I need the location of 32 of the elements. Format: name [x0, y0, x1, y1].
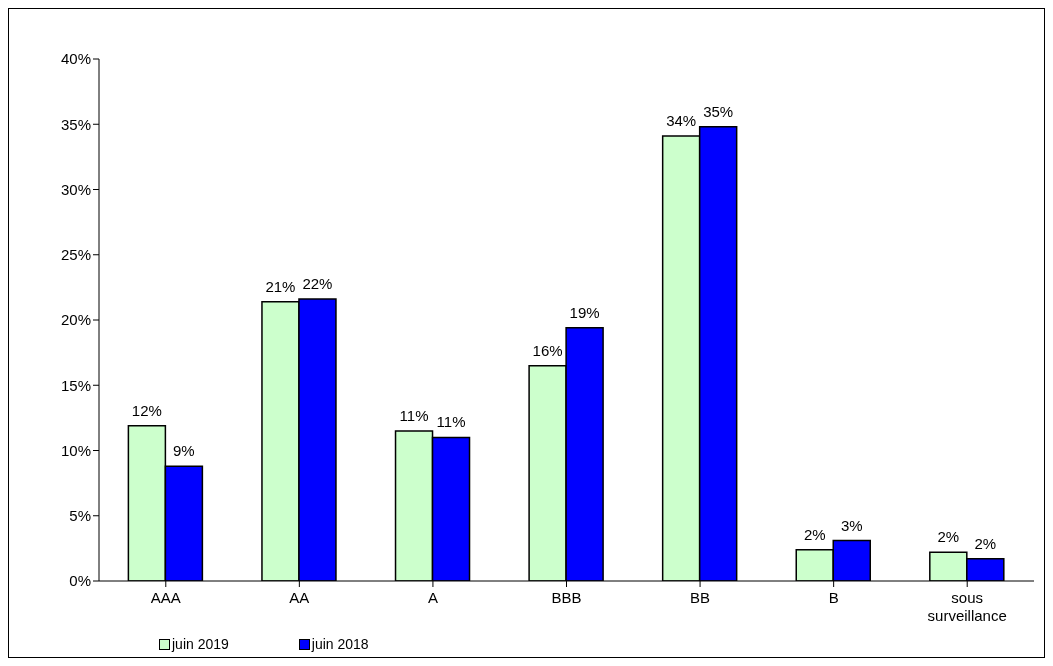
data-label: 16% [532, 341, 563, 359]
data-label: 19% [569, 303, 600, 321]
data-label: 9% [173, 442, 195, 460]
x-tick-label: AA [289, 589, 310, 606]
legend-label: juin 2019 [170, 636, 229, 652]
data-label: 3% [840, 516, 863, 534]
y-tick-label: 30% [60, 180, 91, 198]
x-tick-label: sous surveillance [927, 589, 1007, 624]
y-tick-label: 10% [60, 441, 91, 459]
data-label: 34% [666, 112, 697, 129]
data-label: 2% [974, 534, 997, 552]
data-label: 35% [703, 102, 734, 120]
legend-label: juin 2018 [310, 636, 369, 652]
x-tick-label: AAA [150, 589, 181, 606]
x-tick-label: BBB [551, 589, 582, 606]
x-tick-label: BB [690, 589, 711, 606]
data-label: 2% [803, 525, 826, 543]
y-tick-label: 5% [69, 507, 91, 525]
y-tick-label: 25% [60, 246, 91, 264]
x-tick-label: B [828, 589, 839, 606]
data-label: 2% [937, 528, 960, 546]
data-label: 12% [131, 401, 162, 419]
y-tick-label: 15% [60, 376, 91, 394]
y-tick-label: 20% [60, 311, 91, 329]
y-tick-label: 40% [60, 50, 91, 68]
data-label: 11% [399, 406, 429, 424]
data-label: 21% [265, 277, 296, 295]
y-tick-label: 0% [69, 572, 91, 590]
data-label: 22% [302, 275, 333, 293]
data-label: 11% [436, 413, 466, 431]
y-tick-label: 35% [60, 115, 91, 133]
x-tick-label: A [427, 589, 438, 606]
